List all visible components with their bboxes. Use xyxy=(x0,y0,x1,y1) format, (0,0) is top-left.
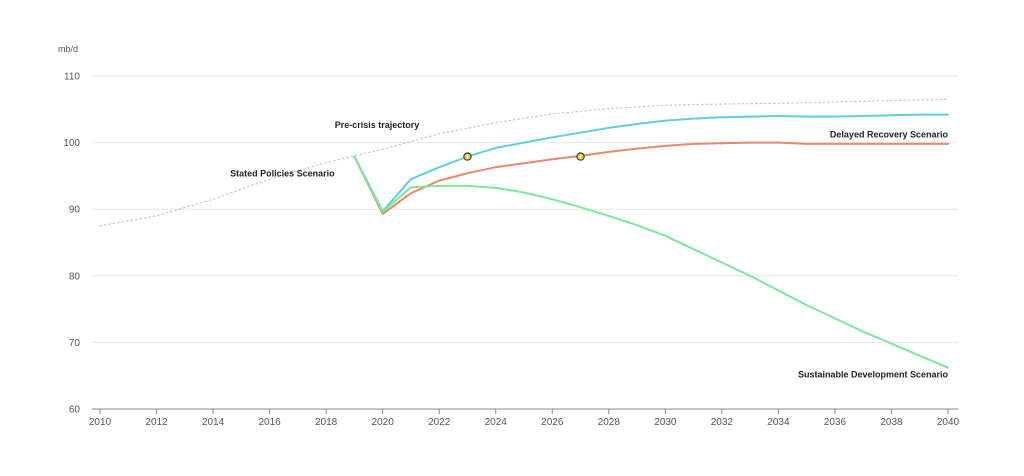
series-annotation: Sustainable Development Scenario xyxy=(798,370,949,380)
x-tick-label: 2026 xyxy=(541,417,564,428)
data-point-marker xyxy=(463,152,472,161)
x-tick-label: 2010 xyxy=(89,417,112,428)
x-tick-label: 2032 xyxy=(711,417,734,428)
series-line-delayed-recovery-scenario xyxy=(353,141,949,215)
y-tick-label: 80 xyxy=(69,271,81,282)
x-tick-label: 2034 xyxy=(767,417,790,428)
x-tick-label: 2030 xyxy=(654,417,677,428)
x-tick-label: 2020 xyxy=(372,417,395,428)
y-unit-label: mb/d xyxy=(58,44,78,54)
data-point-marker xyxy=(576,152,585,161)
series-lines xyxy=(99,98,949,369)
x-tick-label: 2024 xyxy=(485,417,508,428)
x-tick-label: 2040 xyxy=(937,417,960,428)
y-tick-label: 70 xyxy=(69,338,81,349)
y-tick-label: 60 xyxy=(69,405,81,416)
axes: 60 70 80 90 100 110 mb/d 2010 2012 2014 2016 2018 20… xyxy=(58,44,960,428)
x-tick-label: 2036 xyxy=(824,417,847,428)
series-annotation: Stated Policies Scenario xyxy=(230,169,335,179)
y-tick-label: 90 xyxy=(69,205,81,216)
series-line-sustainable-development-scenario xyxy=(353,155,949,369)
y-tick-label: 100 xyxy=(63,138,80,149)
x-tick-label: 2014 xyxy=(202,417,225,428)
series-line-pre-crisis-trajectory xyxy=(99,98,949,227)
gridlines xyxy=(92,75,958,343)
series-annotation: Delayed Recovery Scenario xyxy=(830,129,949,139)
series-line-stated-policies-scenario xyxy=(353,113,949,213)
markers xyxy=(463,152,585,161)
series-annotation: Pre-crisis trajectory xyxy=(335,120,420,130)
y-tick-label: 110 xyxy=(64,72,80,83)
x-tick-label: 2028 xyxy=(598,417,621,428)
x-tick-label: 2022 xyxy=(428,417,451,428)
x-tick-label: 2016 xyxy=(258,417,281,428)
x-tick-label: 2012 xyxy=(145,417,168,428)
x-tick-label: 2018 xyxy=(315,417,338,428)
annotations: Pre-crisis trajectory Stated Policies Sce… xyxy=(230,120,948,380)
x-tick-label: 2038 xyxy=(880,417,903,428)
